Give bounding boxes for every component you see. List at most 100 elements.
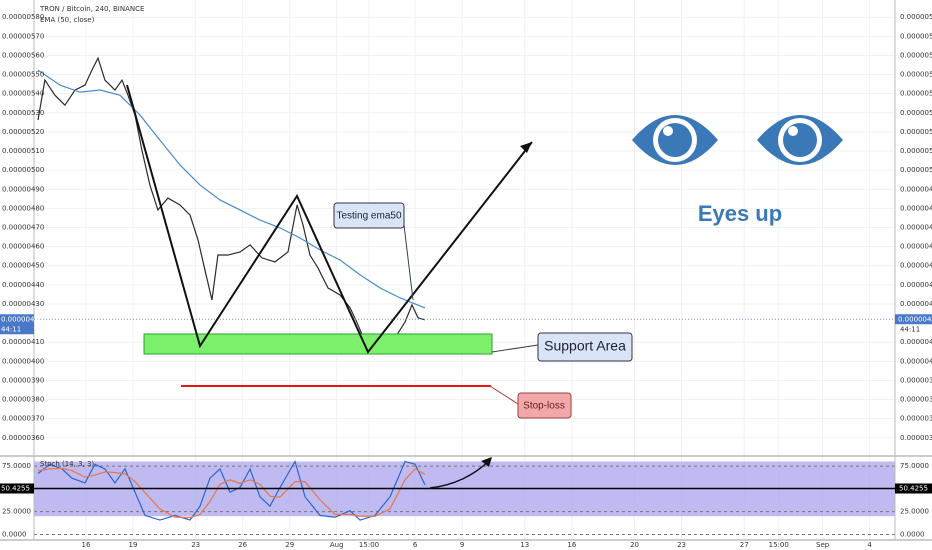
y-tick-label: 0.00000360 [2,434,44,442]
y-tick-label: 0.00000510 [900,147,932,155]
price-label: 0.00000422 [898,315,932,323]
countdown: 44:11 [900,325,920,333]
countdown: 44:11 [1,325,21,333]
y-tick-label: 75.0000 [2,462,31,470]
marks [34,56,895,521]
y-tick-label: 0.00000530 [2,109,44,117]
x-tick-label: 13 [520,541,529,549]
y-tick-label: 0.00000360 [900,434,932,442]
y-tick-label: 0.00000470 [2,224,44,232]
callout-pointer [491,344,539,353]
x-tick-label: 23 [677,541,686,549]
x-tick-label: 16 [81,541,90,549]
x-tick-label: 27 [740,541,749,549]
callout-box [537,332,633,362]
y-tick-label: 25.0000 [900,508,929,516]
y-tick-label: 0.0000 [2,530,27,538]
y-tick-label: 0.00000490 [2,185,44,193]
annotation: Testing ema50 [336,211,401,222]
y-tick-label: 0.00000440 [900,281,932,289]
value-label-box [0,483,34,494]
y-tick-label: 0.00000530 [900,109,932,117]
y-tick-label: 75.0000 [900,462,929,470]
y-tick-label: 0.00000480 [900,204,932,212]
x-tick-label: 9 [460,541,464,549]
y-tick-label: 0.00000460 [2,243,44,251]
y-tick-label: 0.00000580 [900,13,932,21]
y-tick-label: 0.00000470 [900,224,932,232]
y-tick-label: 0.00000390 [900,376,932,384]
y-tick-label: 0.00000480 [2,204,44,212]
x-tick-label: 23 [191,541,200,549]
x-tick-label: 29 [285,541,294,549]
y-tick-label: 25.0000 [2,508,31,516]
y-tick-label: 0.00000550 [2,71,44,79]
x-tick-label: Sep [816,541,830,549]
y-tick-label: 0.00000450 [2,262,44,270]
pattern-line [126,84,533,354]
y-tick-label: 0.00000390 [2,376,44,384]
y-tick-label: 0.00000540 [900,90,932,98]
legend-entry: EMA (50, close) [40,16,95,24]
y-tick-label: 0.00000570 [2,32,44,40]
y-tick-label: 0.00000380 [900,396,932,404]
y-tick-label: 0.00000400 [900,357,932,365]
y-tick-label: 0.00000370 [900,415,932,423]
y-tick-label: 0.00000560 [2,51,44,59]
y-tick-label: 0.00000500 [2,166,44,174]
stoch-arrow [429,459,491,489]
y-tick-label: 0.00000560 [900,51,932,59]
y-tick-label: 0.0000 [900,530,925,538]
series-line [37,69,426,309]
value-label: 50.4255 [899,485,928,493]
y-tick-label: 0.00000550 [900,71,932,79]
arrow-head [520,142,532,153]
y-tick-label: 0.00000540 [2,90,44,98]
y-tick-label: 0.00000580 [2,13,44,21]
annotation: Support Area [544,338,626,354]
x-tick-label: 26 [238,541,247,549]
y-tick-label: 0.00000510 [2,147,44,155]
price-label: 0.00000422 [1,315,43,323]
value-label: 50.4255 [1,485,30,493]
support-area [143,333,493,355]
x-tick-label: 19 [129,541,138,549]
y-tick-label: 0.00000450 [900,262,932,270]
y-tick-label: 0.00000400 [2,357,44,365]
eye-icon [632,115,718,165]
x-tick-label: 6 [413,541,418,549]
eye-icon [757,115,843,165]
y-tick-label: 0.00000380 [2,396,44,404]
value-label-box [895,483,932,494]
arrow-head [481,457,492,467]
annotation: Stop-loss [523,401,565,412]
y-tick-label: 0.00000520 [900,128,932,136]
callout-pointer [489,385,519,405]
y-tick-label: 0.00000410 [2,338,44,346]
y-tick-label: 0.00000520 [2,128,44,136]
panel-title: Stoch (14, 3, 3) [40,460,94,468]
y-tick-label: 0.00000370 [2,415,44,423]
x-tick-label: 15:00 [769,541,789,549]
price-label-box [895,314,932,325]
drawings [126,84,843,489]
chart-title: TRON / Bitcoin, 240, BINANCE [39,5,144,13]
y-tick-label: 0.00000500 [900,166,932,174]
callout-pointer [403,224,414,301]
y-tick-label: 0.00000410 [900,338,932,346]
y-tick-label: 0.00000440 [2,281,44,289]
y-tick-label: 0.00000430 [2,300,44,308]
x-tick-label: 20 [630,541,639,549]
series-line [37,467,426,519]
y-tick-label: 0.00000490 [900,185,932,193]
x-tick-label: 15:00 [359,541,379,549]
callout-box [333,202,405,229]
y-tick-label: 0.00000460 [900,243,932,251]
y-tick-label: 0.00000430 [900,300,932,308]
x-tick-label: Aug [330,541,344,549]
y-tick-label: 0.00000570 [900,32,932,40]
annotation: Eyes up [698,201,782,226]
price-label-box [0,314,34,335]
